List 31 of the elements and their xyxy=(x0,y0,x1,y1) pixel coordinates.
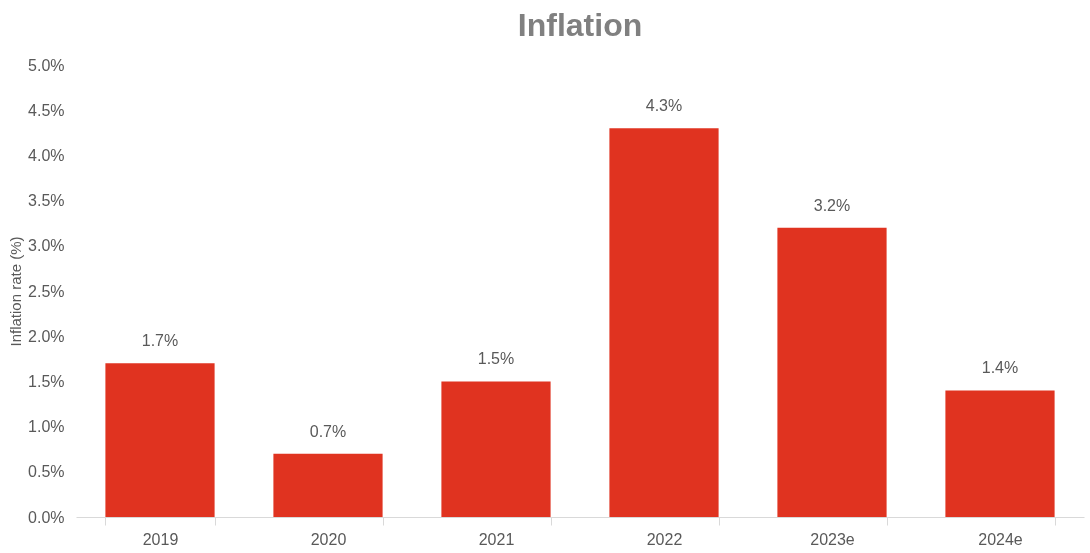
bar xyxy=(273,453,383,517)
x-tick-label: 2019 xyxy=(142,530,179,548)
y-tick-label: 4.5% xyxy=(28,101,65,119)
x-tick-label: 2023e xyxy=(810,530,855,548)
x-tick-label: 2022 xyxy=(646,530,683,548)
y-tick-label: 5.0% xyxy=(28,56,65,74)
bar xyxy=(777,227,887,517)
bar xyxy=(609,128,719,517)
y-tick-label: 3.5% xyxy=(28,192,65,210)
y-tick-label: 1.0% xyxy=(28,418,65,436)
y-tick-label: 1.5% xyxy=(28,372,65,390)
y-tick-label: 4.0% xyxy=(28,146,65,164)
data-label: 1.4% xyxy=(981,359,1019,377)
bar xyxy=(441,381,551,517)
data-label: 1.5% xyxy=(477,350,515,368)
y-tick-label: 0.5% xyxy=(28,463,65,481)
x-tick-label: 2020 xyxy=(310,530,347,548)
data-label: 4.3% xyxy=(645,97,683,115)
data-label: 3.2% xyxy=(813,196,851,214)
x-tick-label: 2021 xyxy=(478,530,515,548)
y-tick-label: 0.0% xyxy=(28,508,65,526)
y-tick-label: 2.5% xyxy=(28,282,65,300)
y-axis-title: Inflation rate (%) xyxy=(7,236,25,347)
y-tick-label: 2.0% xyxy=(28,327,65,345)
bar xyxy=(945,390,1055,517)
y-tick-label: 3.0% xyxy=(28,237,65,255)
data-label: 0.7% xyxy=(309,422,347,440)
bar xyxy=(105,363,215,517)
chart-title: Inflation xyxy=(517,7,643,43)
data-label: 1.7% xyxy=(141,332,179,350)
x-tick-label: 2024e xyxy=(978,530,1023,548)
